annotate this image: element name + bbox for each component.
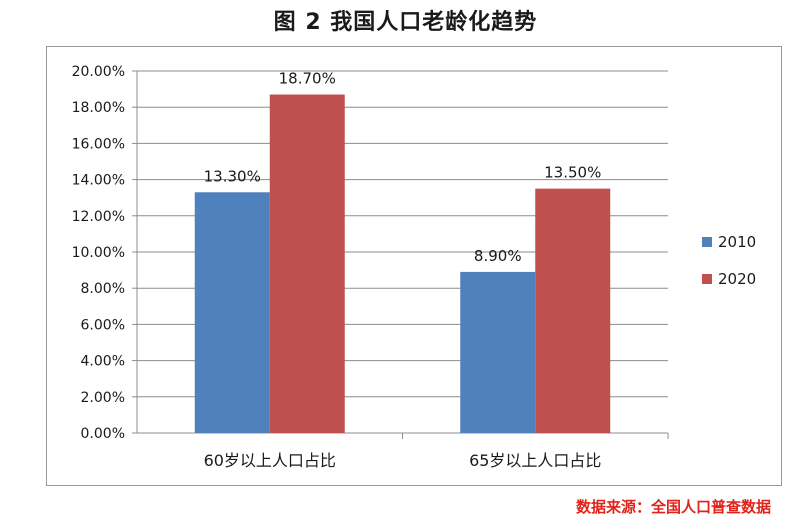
y-tick-label: 18.00%: [72, 100, 125, 116]
data-label: 8.90%: [474, 247, 522, 265]
x-tick-label: 65岁以上人口占比: [469, 451, 601, 470]
y-tick-label: 8.00%: [81, 281, 125, 297]
y-tick-label: 20.00%: [72, 64, 125, 80]
bar-2020: [535, 188, 611, 433]
data-label: 13.30%: [204, 167, 261, 185]
y-tick-label: 10.00%: [72, 245, 125, 261]
legend-swatch-2010: [702, 237, 712, 247]
y-tick-label: 4.00%: [81, 354, 125, 370]
source-note: 数据来源：全国人口普查数据: [575, 498, 771, 516]
legend-label: 2020: [718, 270, 756, 288]
bar-2010: [194, 192, 270, 433]
chart-title: 图 2 我国人口老龄化趋势: [273, 10, 538, 35]
legend-swatch-2020: [702, 274, 712, 284]
legend-label: 2010: [718, 233, 756, 251]
y-tick-label: 12.00%: [72, 209, 125, 225]
y-tick-label: 14.00%: [72, 173, 125, 189]
y-tick-label: 0.00%: [81, 426, 125, 442]
y-tick-label: 2.00%: [81, 390, 125, 406]
data-label: 13.50%: [544, 164, 601, 182]
data-label: 18.70%: [279, 70, 336, 88]
y-tick-label: 16.00%: [72, 136, 125, 152]
bar-2010: [460, 271, 536, 433]
bar-2020: [269, 94, 345, 433]
x-tick-label: 60岁以上人口占比: [204, 451, 336, 470]
chart-frame: [46, 46, 782, 486]
y-tick-label: 6.00%: [81, 317, 125, 333]
